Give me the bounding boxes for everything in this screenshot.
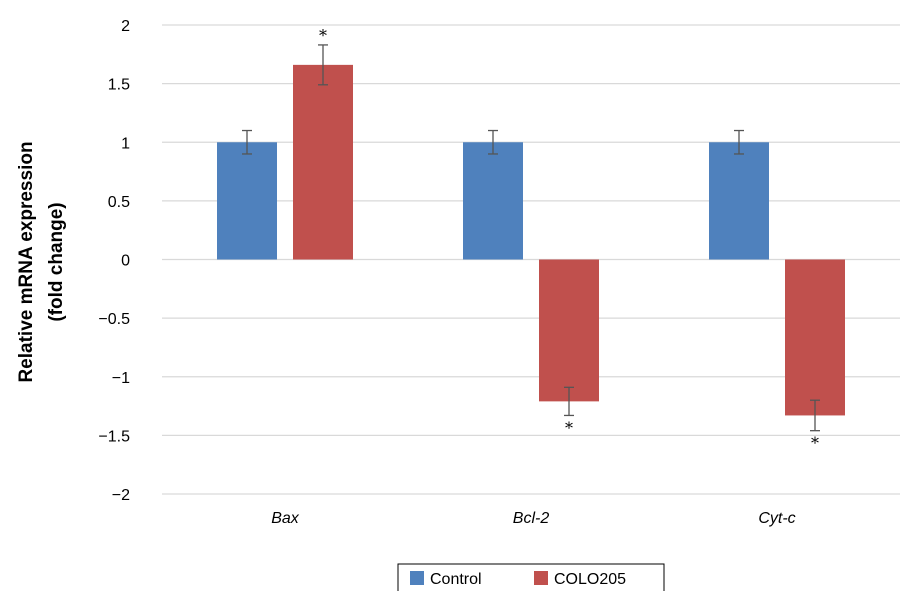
significance-markers: * * * bbox=[319, 26, 819, 453]
significance-star: * bbox=[565, 418, 573, 437]
legend-box bbox=[397, 563, 665, 591]
y-axis-title-line-1: Relative mRNA expression bbox=[16, 141, 37, 382]
bars bbox=[217, 64, 845, 416]
y-axis-title-line-2: (fold change) bbox=[46, 202, 67, 321]
legend-swatch-colo205 bbox=[534, 571, 548, 585]
y-tick-label: 2 bbox=[121, 18, 130, 35]
error-bars bbox=[242, 44, 820, 432]
y-tick-labels: 2 1.5 1 0.5 0 −0.5 −1 −1.5 −2 bbox=[98, 18, 130, 504]
y-tick-label: 1 bbox=[121, 135, 130, 152]
y-tick-label: −0.5 bbox=[98, 311, 130, 328]
legend-label-control: Control bbox=[430, 571, 482, 588]
y-tick-label: 0 bbox=[121, 253, 130, 270]
significance-star: * bbox=[319, 26, 327, 45]
y-tick-label: −1 bbox=[112, 370, 130, 387]
y-tick-label: −1.5 bbox=[98, 428, 130, 445]
legend-swatch-control bbox=[410, 571, 424, 585]
bar-colo205-cyt-c bbox=[785, 259, 845, 416]
bar-colo205-bcl-2 bbox=[539, 259, 599, 402]
gridlines bbox=[162, 24, 900, 495]
legend-label-colo205: COLO205 bbox=[554, 571, 626, 588]
bar-control-cyt-c bbox=[709, 142, 769, 260]
y-tick-label: 1.5 bbox=[108, 77, 130, 94]
y-tick-label: 0.5 bbox=[108, 194, 130, 211]
x-tick-label: Bcl-2 bbox=[513, 510, 550, 527]
bar-control-bcl-2 bbox=[463, 142, 523, 260]
significance-star: * bbox=[811, 434, 819, 453]
bar-control-bax bbox=[217, 142, 277, 260]
bar-colo205-bax bbox=[293, 64, 353, 260]
legend: Control COLO205 bbox=[397, 563, 665, 591]
x-category-labels: Bax Bcl-2 Cyt-c bbox=[271, 510, 795, 527]
x-tick-label: Cyt-c bbox=[758, 510, 795, 527]
y-tick-label: −2 bbox=[112, 487, 130, 504]
x-tick-label: Bax bbox=[271, 510, 300, 527]
